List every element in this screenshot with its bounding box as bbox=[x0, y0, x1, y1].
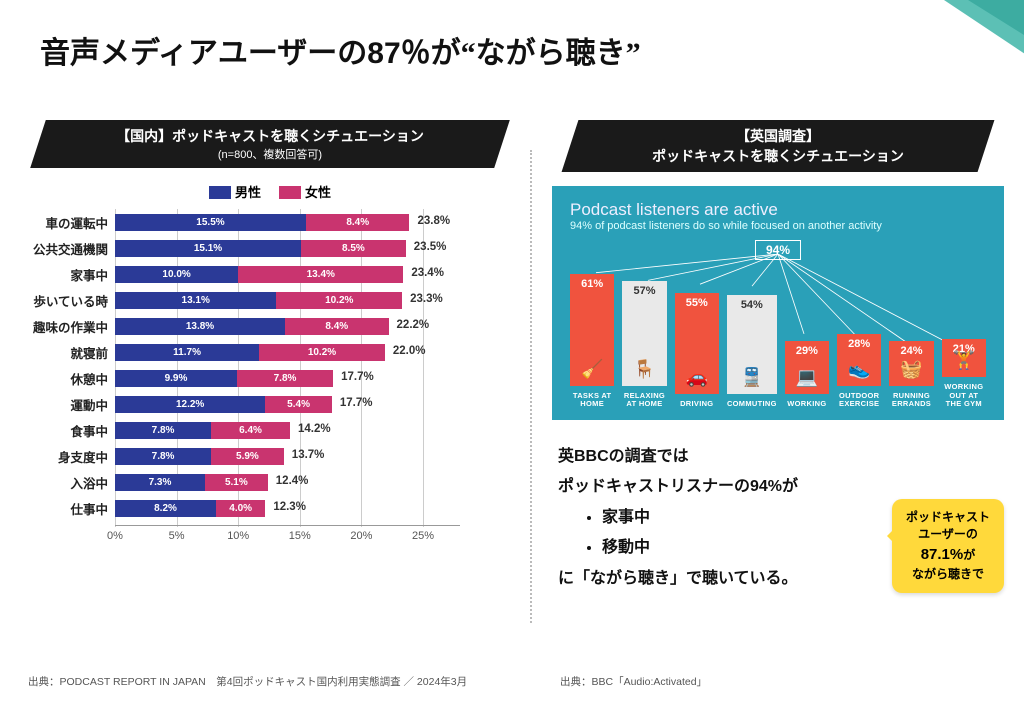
source-right: 出典：BBC「Audio:Activated」 bbox=[560, 674, 707, 689]
source-left: 出典：PODCAST REPORT IN JAPAN 第4回ポッドキャスト国内利… bbox=[28, 674, 467, 689]
stacked-bar-chart: 車の運転中15.5%8.4%23.8%公共交通機関15.1%8.5%23.5%家… bbox=[115, 209, 460, 547]
chart-row: 趣味の作業中13.8%8.4%22.2% bbox=[115, 313, 460, 339]
chart-row: 食事中7.8%6.4%14.2% bbox=[115, 417, 460, 443]
uk-bar-item: 57%🪑RELAXING AT HOME bbox=[622, 281, 666, 408]
uk-bar-item: 24%🧺RUNNING ERRANDS bbox=[889, 341, 933, 408]
page-title: 音声メディアユーザーの87％が“ながら聴き” bbox=[40, 28, 984, 72]
chart-row: 車の運転中15.5%8.4%23.8% bbox=[115, 209, 460, 235]
chart-row: 運動中12.2%5.4%17.7% bbox=[115, 391, 460, 417]
uk-bar-item: 28%👟OUTDOOR EXERCISE bbox=[837, 334, 881, 408]
chart-row: 家事中10.0%13.4%23.4% bbox=[115, 261, 460, 287]
uk-bar-item: 21%🏋WORKING OUT AT THE GYM bbox=[942, 339, 986, 408]
uk-bar-item: 55%🚗DRIVING bbox=[675, 293, 719, 408]
chart-row: 仕事中8.2%4.0%12.3% bbox=[115, 495, 460, 521]
chart-row: 身支度中7.8%5.9%13.7% bbox=[115, 443, 460, 469]
uk-bar-item: 61%🧹TASKS AT HOME bbox=[570, 274, 614, 409]
uk-bar-item: 54%🚆COMMUTING bbox=[727, 295, 777, 408]
right-panel: 【英国調査】 ポッドキャストを聴くシチュエーション Podcast listen… bbox=[532, 120, 1004, 683]
chart-row: 歩いている時13.1%10.2%23.3% bbox=[115, 287, 460, 313]
chart-legend: 男性 女性 bbox=[20, 182, 520, 201]
chart-row: 入浴中7.3%5.1%12.4% bbox=[115, 469, 460, 495]
uk-infographic: Podcast listeners are active 94% of podc… bbox=[552, 186, 1004, 420]
left-panel: 【国内】ポッドキャストを聴くシチュエーション (n=800、複数回答可) 男性 … bbox=[20, 120, 530, 683]
chart-row: 就寝前11.7%10.2%22.0% bbox=[115, 339, 460, 365]
callout-bubble: ポッドキャスト ユーザーの 87.1%が ながら聴きで bbox=[892, 499, 1004, 593]
left-panel-header: 【国内】ポッドキャストを聴くシチュエーション (n=800、複数回答可) bbox=[30, 120, 510, 168]
uk-bar-item: 29%💻WORKING bbox=[785, 341, 829, 408]
chart-row: 休憩中9.9%7.8%17.7% bbox=[115, 365, 460, 391]
right-panel-header: 【英国調査】 ポッドキャストを聴くシチュエーション bbox=[562, 120, 995, 172]
chart-row: 公共交通機関15.1%8.5%23.5% bbox=[115, 235, 460, 261]
